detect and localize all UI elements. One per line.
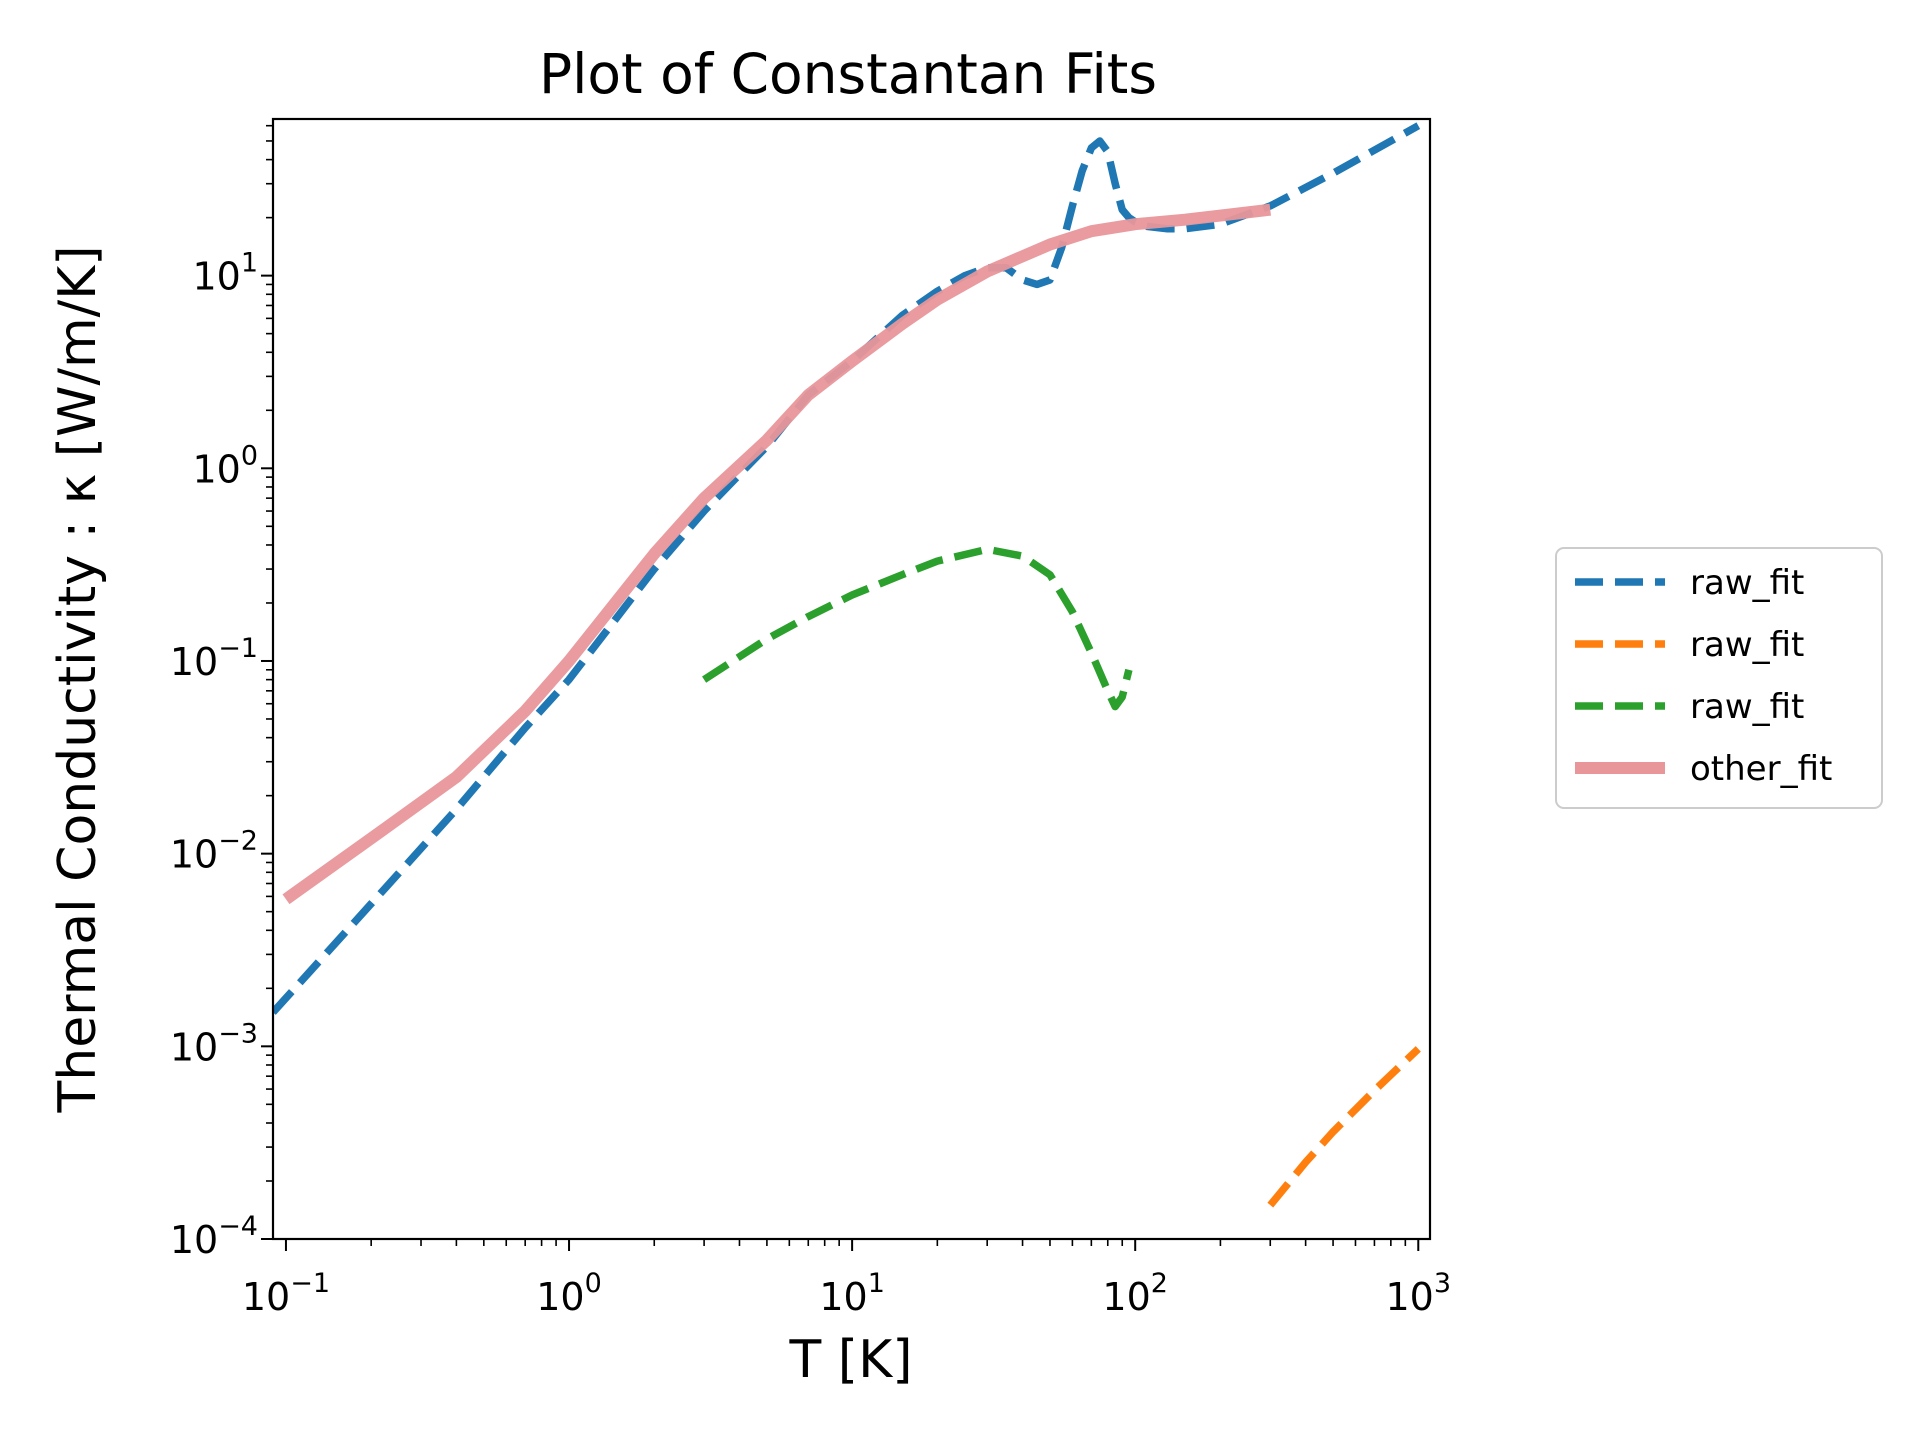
y-tick-label: 10−4: [170, 1211, 258, 1262]
y-tick-label: 10−3: [170, 1018, 258, 1069]
series-line-other_fit-4: [282, 203, 1272, 905]
x-tick-label: 100: [536, 1268, 602, 1319]
legend-box: [1555, 547, 1883, 809]
chart-title: Plot of Constantan Fits: [539, 42, 1157, 106]
legend-label-2: raw_fit: [1690, 625, 1804, 665]
plot-series: [273, 122, 1421, 1208]
legend: raw_fit raw_fit raw_fit other_fit: [1555, 547, 1883, 809]
y-tick-label: 101: [192, 248, 258, 299]
x-ticks: 10−1 100 101 102 103: [242, 1239, 1451, 1319]
x-tick-label: 103: [1386, 1268, 1452, 1319]
y-tick-label: 10−1: [170, 633, 258, 684]
series-line-raw_fit-2: [1267, 1046, 1421, 1208]
y-tick-label: 10−2: [170, 826, 258, 877]
y-tick-label: 100: [192, 440, 258, 491]
legend-label-1: raw_fit: [1690, 563, 1804, 603]
y-ticks: 10−4 10−3 10−2 10−1 100 101: [170, 248, 273, 1262]
x-tick-label: 102: [1102, 1268, 1168, 1319]
legend-label-3: raw_fit: [1690, 687, 1804, 727]
y-axis-label: Thermal Conductivity : κ [W/m/K]: [48, 245, 108, 1113]
x-tick-label: 101: [819, 1268, 885, 1319]
legend-label-4: other_fit: [1690, 749, 1832, 789]
minor-ticks: [266, 124, 1407, 1246]
series-line-raw_fit-3: [702, 545, 1133, 711]
x-tick-label: 10−1: [242, 1268, 330, 1319]
x-axis-label: T [K]: [789, 1330, 913, 1390]
